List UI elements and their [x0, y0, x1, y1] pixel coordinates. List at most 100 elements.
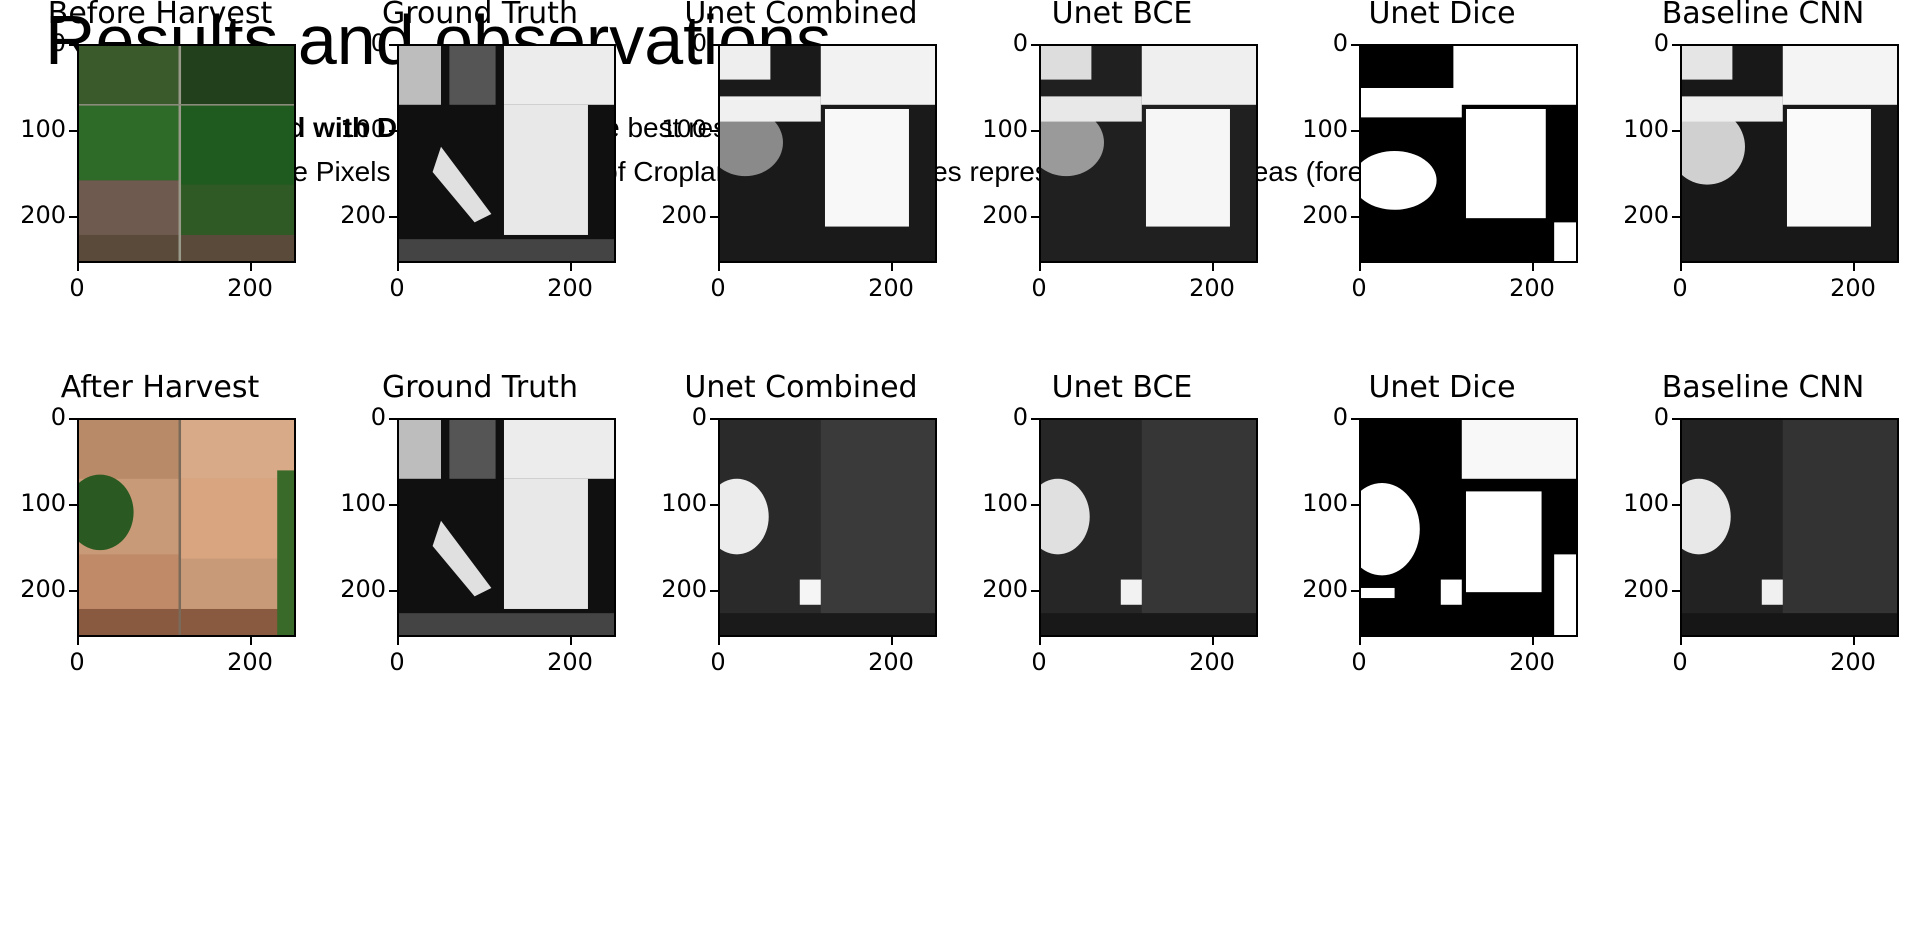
x-tick-label: 200	[868, 648, 914, 676]
y-tick-label: 0	[1332, 29, 1348, 57]
y-tick-label: 0	[1653, 29, 1669, 57]
panel-title: Unet Dice	[1368, 370, 1516, 405]
y-tick-mark	[1351, 418, 1359, 420]
y-tick-label: 0	[50, 29, 66, 57]
y-tick-mark	[710, 130, 718, 132]
segmentation-image	[77, 418, 296, 637]
y-tick-label: 100	[1302, 489, 1348, 517]
x-tick-label: 200	[1189, 274, 1235, 302]
panel-title: After Harvest	[60, 370, 260, 405]
y-tick-label: 0	[691, 29, 707, 57]
y-tick-label: 100	[661, 115, 707, 143]
y-tick-label: 200	[20, 575, 66, 603]
y-tick-mark	[69, 590, 77, 592]
y-tick-mark	[1351, 216, 1359, 218]
result-panel: Unet BCE 0 100 200 0 200	[962, 0, 1282, 326]
x-tick-mark	[1853, 263, 1855, 271]
segmentation-image	[718, 418, 937, 637]
x-tick-label: 0	[1031, 274, 1047, 302]
y-tick-mark	[1031, 44, 1039, 46]
y-tick-mark	[710, 590, 718, 592]
result-panel: Unet Dice 0 100 200 0 200	[1282, 0, 1602, 326]
x-tick-mark	[397, 263, 399, 271]
panel-title: Unet BCE	[1051, 370, 1193, 405]
y-tick-mark	[710, 504, 718, 506]
segmentation-image	[1359, 44, 1578, 263]
y-tick-mark	[69, 418, 77, 420]
x-tick-label: 200	[547, 648, 593, 676]
x-tick-label: 0	[710, 648, 726, 676]
panel-title: Unet BCE	[1051, 0, 1193, 31]
y-tick-mark	[1031, 590, 1039, 592]
y-tick-label: 100	[661, 489, 707, 517]
x-tick-mark	[1039, 637, 1041, 645]
y-tick-label: 200	[661, 201, 707, 229]
panel-title: Ground Truth	[382, 370, 578, 405]
result-panel: Unet Dice 0 100 200 0 200	[1282, 370, 1602, 700]
result-panel: Unet Combined 0 100 200 0 200	[641, 370, 961, 700]
x-tick-mark	[1680, 263, 1682, 271]
segmentation-image	[397, 418, 616, 637]
y-tick-label: 100	[20, 115, 66, 143]
y-tick-label: 0	[1332, 403, 1348, 431]
y-tick-mark	[1672, 418, 1680, 420]
y-tick-mark	[1031, 216, 1039, 218]
y-tick-label: 100	[340, 489, 386, 517]
y-tick-mark	[1031, 504, 1039, 506]
y-tick-mark	[389, 418, 397, 420]
result-panel: Unet BCE 0 100 200 0 200	[962, 370, 1282, 700]
x-tick-mark	[397, 637, 399, 645]
segmentation-image	[1359, 418, 1578, 637]
y-tick-mark	[1031, 418, 1039, 420]
segmentation-image	[1680, 418, 1899, 637]
y-tick-mark	[710, 216, 718, 218]
x-tick-mark	[570, 263, 572, 271]
y-tick-mark	[389, 504, 397, 506]
y-tick-mark	[389, 44, 397, 46]
segmentation-image	[1039, 44, 1258, 263]
x-tick-mark	[1039, 263, 1041, 271]
y-tick-mark	[1351, 504, 1359, 506]
result-panel: After Harvest 0 100 200 0 200	[0, 370, 320, 700]
x-tick-mark	[891, 637, 893, 645]
x-tick-mark	[1359, 263, 1361, 271]
y-tick-label: 100	[982, 489, 1028, 517]
y-tick-label: 100	[1623, 489, 1669, 517]
x-tick-label: 0	[69, 648, 85, 676]
y-tick-mark	[69, 130, 77, 132]
y-tick-label: 0	[691, 403, 707, 431]
y-tick-mark	[1351, 130, 1359, 132]
panel-title: Baseline CNN	[1661, 0, 1865, 31]
y-tick-label: 200	[1302, 575, 1348, 603]
x-tick-mark	[718, 263, 720, 271]
x-tick-label: 200	[868, 274, 914, 302]
result-panel: Baseline CNN 0 100 200 0 200	[1603, 370, 1908, 700]
y-tick-mark	[69, 216, 77, 218]
x-tick-mark	[1532, 637, 1534, 645]
x-tick-mark	[570, 637, 572, 645]
x-tick-mark	[1359, 637, 1361, 645]
y-tick-label: 100	[1623, 115, 1669, 143]
x-tick-label: 0	[1031, 648, 1047, 676]
segmentation-image	[77, 44, 296, 263]
y-tick-mark	[1672, 590, 1680, 592]
y-tick-label: 200	[1623, 575, 1669, 603]
y-tick-label: 100	[20, 489, 66, 517]
x-tick-label: 200	[1830, 274, 1876, 302]
x-tick-label: 0	[69, 274, 85, 302]
x-tick-label: 200	[227, 274, 273, 302]
x-tick-label: 0	[710, 274, 726, 302]
x-tick-label: 0	[389, 648, 405, 676]
x-tick-mark	[77, 637, 79, 645]
y-tick-mark	[389, 216, 397, 218]
result-panel: Ground Truth 0 100 200 0 200	[320, 370, 640, 700]
y-tick-mark	[69, 504, 77, 506]
x-tick-mark	[77, 263, 79, 271]
x-tick-label: 200	[227, 648, 273, 676]
panel-title: Unet Combined	[684, 0, 918, 31]
panel-title: Before Harvest	[47, 0, 273, 31]
result-panel: Before Harvest 0 100 200 0 200	[0, 0, 320, 326]
y-tick-mark	[389, 590, 397, 592]
y-tick-label: 200	[1623, 201, 1669, 229]
x-tick-label: 0	[389, 274, 405, 302]
